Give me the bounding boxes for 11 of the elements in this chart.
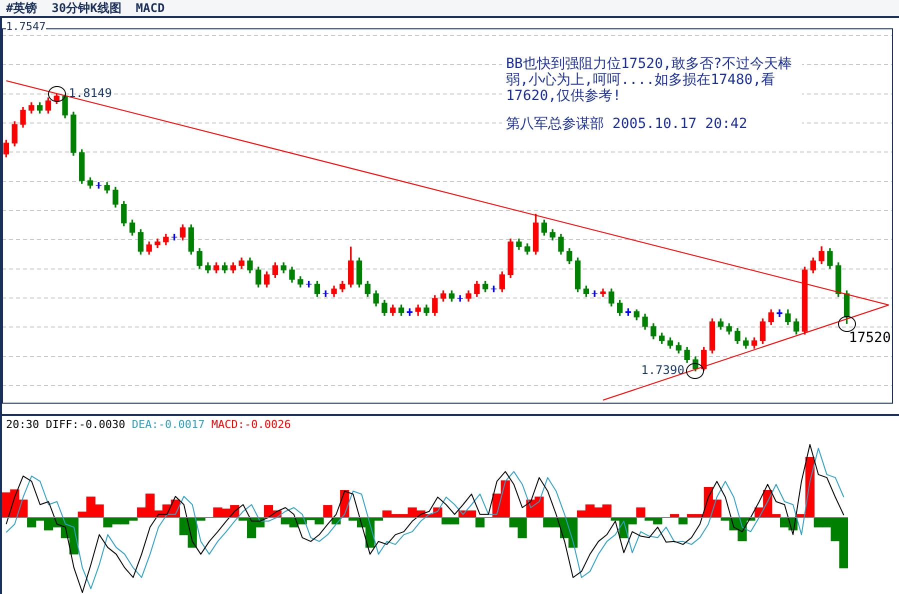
annotation: 第八军总参谋部 2005.10.17 20:42 <box>506 116 748 132</box>
chart-title: #英镑 30分钟K线图 MACD <box>6 1 165 15</box>
text: MACD:-0.0026 <box>211 418 291 431</box>
chart-title: 20:30 <box>6 418 40 431</box>
text: DEA:-0.0017 <box>132 418 205 431</box>
annotation: 1.7547 <box>6 19 46 35</box>
annotation: 1.8149 <box>68 85 112 102</box>
annotation: BB也快到强阻力位17520,敢多否?不过今天棒弱,小心为上,呵呵....如多损在17480,看17620,仅供参考! <box>506 56 793 104</box>
annotation: 1.7390 <box>641 362 684 378</box>
annotation: 17520 <box>848 330 891 346</box>
text: DIFF:-0.0030 <box>46 418 126 431</box>
